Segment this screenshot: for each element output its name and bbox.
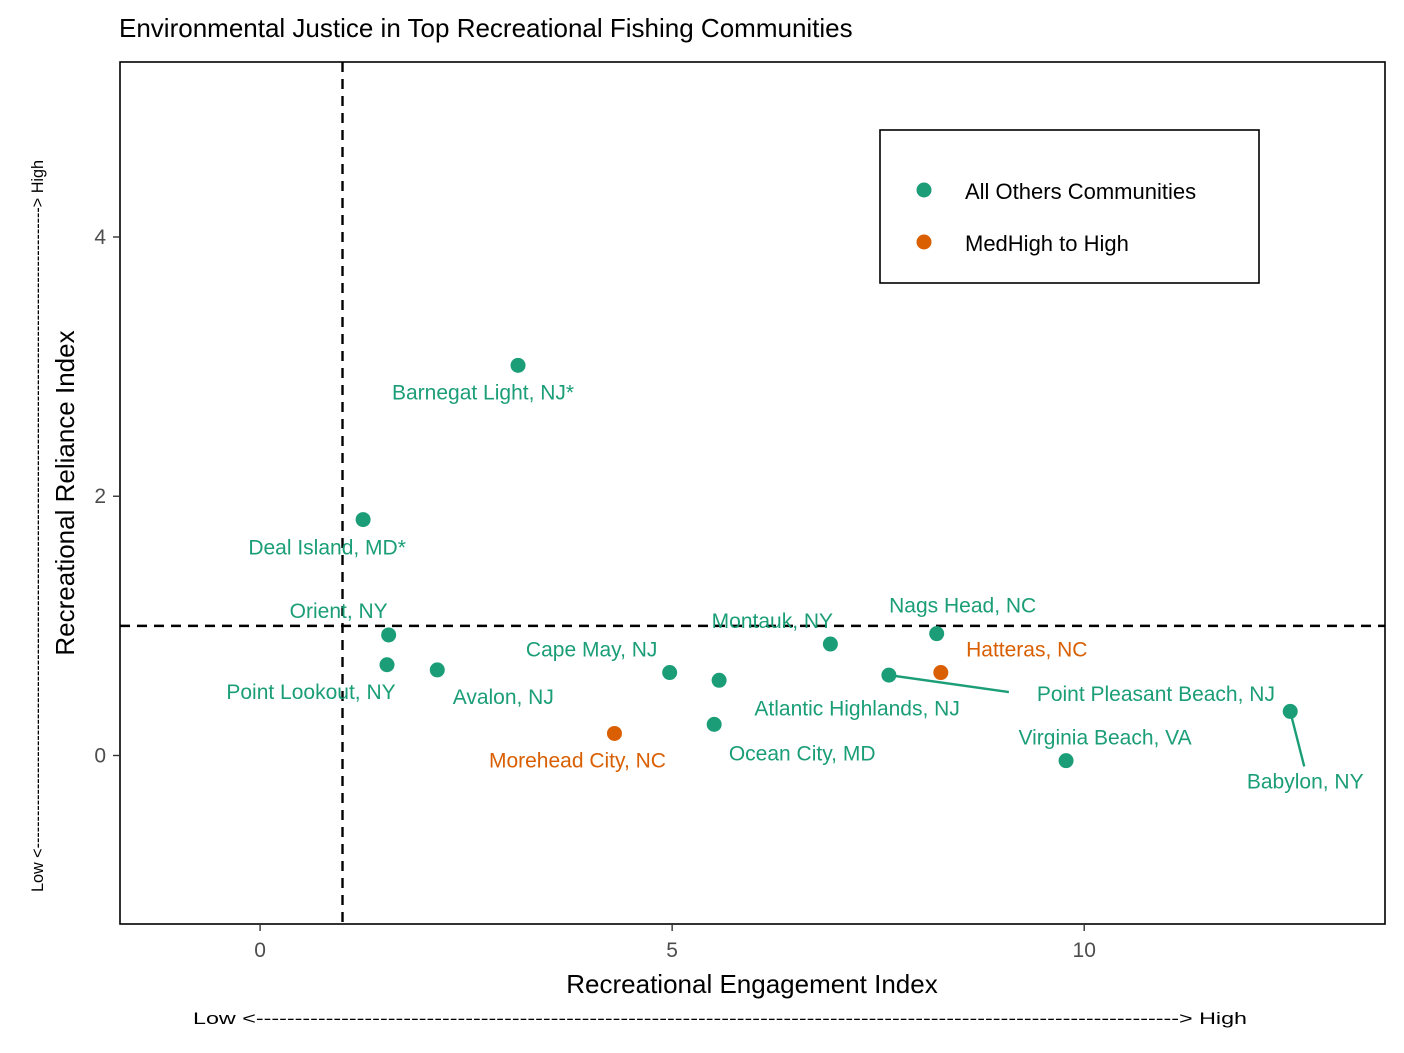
point-label: Point Pleasant Beach, NJ bbox=[1037, 683, 1275, 706]
legend-box bbox=[879, 129, 1260, 284]
legend-marker-all-others bbox=[916, 182, 932, 198]
data-point bbox=[1282, 703, 1298, 719]
data-point bbox=[1058, 753, 1074, 769]
point-label: Ocean City, MD bbox=[729, 742, 876, 765]
point-label: Atlantic Highlands, NJ bbox=[754, 697, 959, 720]
data-point bbox=[606, 725, 622, 741]
point-label: Montauk, NY bbox=[712, 610, 833, 633]
legend-label-all-others: All Others Communities bbox=[965, 179, 1196, 204]
data-point bbox=[379, 657, 395, 673]
point-label: Nags Head, NC bbox=[889, 595, 1036, 618]
y-axis-arrow: Low <-----------------------------------… bbox=[28, 160, 47, 892]
point-label: Babylon, NY bbox=[1247, 770, 1364, 793]
y-axis-title: Recreational Reliance Index bbox=[50, 330, 80, 655]
x-axis-title: Recreational Engagement Index bbox=[566, 969, 937, 999]
y-tick-label: 0 bbox=[94, 744, 106, 767]
point-label: Point Lookout, NY bbox=[226, 681, 395, 704]
x-tick-label: 0 bbox=[254, 939, 266, 962]
point-label: Orient, NY bbox=[290, 600, 388, 623]
axis-ticks: 0 5 10 0 2 4 bbox=[94, 226, 1096, 962]
point-label: Morehead City, NC bbox=[489, 749, 666, 772]
point-label: Deal Island, MD* bbox=[248, 537, 406, 560]
data-point bbox=[706, 716, 722, 732]
point-label: Barnegat Light, NJ* bbox=[392, 381, 574, 404]
y-tick-label: 2 bbox=[94, 485, 106, 508]
chart-title: Environmental Justice in Top Recreationa… bbox=[119, 13, 853, 43]
y-tick-label: 4 bbox=[94, 226, 106, 249]
label-leader-line bbox=[888, 673, 1010, 694]
point-label: Cape May, NJ bbox=[526, 639, 658, 662]
point-label: Virginia Beach, VA bbox=[1018, 727, 1191, 750]
data-point bbox=[711, 672, 727, 688]
data-point bbox=[822, 636, 838, 652]
data-point bbox=[510, 357, 526, 373]
x-axis-arrow: Low <-----------------------------------… bbox=[193, 1009, 1247, 1028]
data-point bbox=[355, 512, 371, 528]
point-label: Avalon, NJ bbox=[453, 686, 554, 709]
data-point bbox=[662, 665, 678, 681]
data-point bbox=[933, 665, 949, 681]
legend-label-medhigh: MedHigh to High bbox=[965, 231, 1129, 256]
data-point bbox=[881, 667, 897, 683]
reference-lines bbox=[120, 62, 1385, 924]
point-label: Hatteras, NC bbox=[966, 639, 1087, 662]
data-points bbox=[355, 357, 1298, 769]
legend-marker-medhigh bbox=[916, 234, 932, 250]
point-labels: Barnegat Light, NJ* Deal Island, MD* Orien… bbox=[226, 381, 1363, 793]
x-tick-label: 10 bbox=[1073, 939, 1096, 962]
legend: All Others Communities MedHigh to High bbox=[879, 129, 1260, 284]
label-leader-line bbox=[1289, 711, 1306, 767]
plot-panel bbox=[119, 61, 1386, 925]
data-point bbox=[929, 626, 945, 642]
label-connectors bbox=[888, 673, 1306, 767]
data-point bbox=[429, 662, 445, 678]
x-tick-label: 5 bbox=[666, 939, 678, 962]
data-point bbox=[381, 627, 397, 643]
